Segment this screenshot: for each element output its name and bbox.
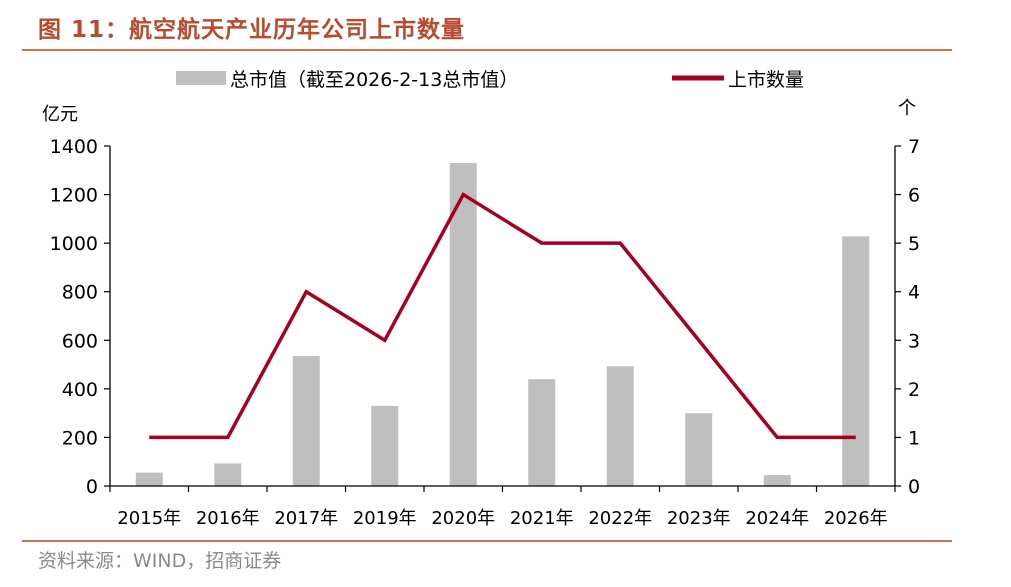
bar-2015年 — [135, 472, 163, 486]
left-tick-label: 0 — [86, 476, 98, 498]
left-tick-label: 400 — [62, 379, 98, 401]
bar-2022年 — [606, 366, 634, 486]
bar-2026年 — [842, 236, 870, 486]
right-axis-unit: 个 — [898, 98, 916, 119]
right-tick-label: 3 — [908, 330, 920, 352]
x-tick-label: 2019年 — [353, 508, 417, 529]
left-tick-label: 1200 — [50, 185, 98, 207]
right-tick-label: 2 — [908, 379, 920, 401]
x-tick-label: 2020年 — [431, 508, 495, 529]
source-divider — [22, 540, 952, 542]
left-tick-label: 1400 — [50, 136, 98, 158]
x-tick-label: 2016年 — [196, 508, 260, 529]
x-tick-label: 2017年 — [274, 508, 338, 529]
left-tick-label: 1000 — [50, 233, 98, 255]
left-tick-label: 800 — [62, 282, 98, 304]
x-tick-label: 2021年 — [510, 508, 574, 529]
bar-2021年 — [528, 379, 556, 486]
source-note: 资料来源：WIND，招商证券 — [38, 550, 282, 572]
right-tick-label: 4 — [908, 282, 920, 304]
bar-2019年 — [371, 405, 399, 486]
right-tick-label: 6 — [908, 185, 920, 207]
legend-bar-swatch — [176, 71, 226, 85]
legend-line-label: 上市数量 — [728, 69, 804, 91]
line-series-listings — [149, 192, 856, 440]
x-tick-label: 2026年 — [824, 508, 888, 529]
left-tick-label: 600 — [62, 330, 98, 352]
bar-2020年 — [449, 163, 477, 486]
bar-2024年 — [763, 475, 791, 486]
figure-title: 图 11：航空航天产业历年公司上市数量 — [38, 17, 466, 43]
x-tick-label: 2023年 — [667, 508, 731, 529]
left-axis-unit: 亿元 — [42, 104, 78, 125]
right-tick-label: 7 — [908, 136, 920, 158]
x-tick-label: 2024年 — [745, 508, 809, 529]
legend: 总市值（截至2026-2-13总市值） 上市数量 — [176, 69, 804, 91]
bar-2016年 — [214, 463, 242, 486]
right-tick-label: 5 — [908, 233, 920, 255]
right-tick-label: 1 — [908, 427, 920, 449]
right-tick-label: 0 — [908, 476, 920, 498]
bar-2017年 — [292, 356, 320, 486]
legend-bar-label: 总市值（截至2026-2-13总市值） — [230, 69, 518, 91]
bar-2023年 — [685, 413, 713, 486]
left-tick-label: 200 — [62, 427, 98, 449]
x-tick-label: 2015年 — [117, 508, 181, 529]
title-divider — [22, 49, 952, 51]
x-tick-label: 2022年 — [588, 508, 652, 529]
